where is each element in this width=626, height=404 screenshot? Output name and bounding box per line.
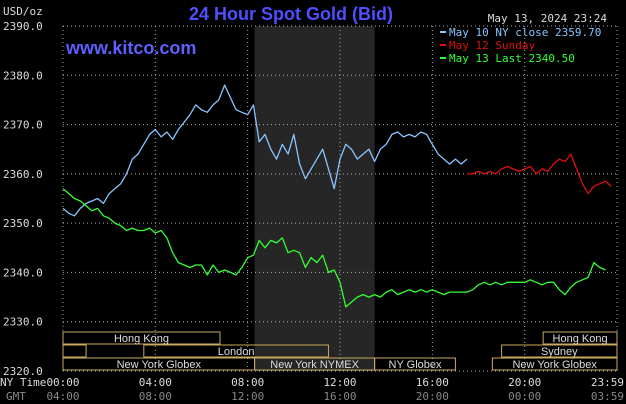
session-label: Sydney [541,346,578,358]
session-bar [374,357,456,371]
x-tick-ny: 08:00 [231,376,264,389]
series-line-may10 [62,84,468,217]
y-tick-label: 2360.0 [3,168,43,181]
session-bar [62,344,87,358]
gmt-label: GMT [6,390,26,403]
x-tick-gmt: 12:00 [231,390,264,403]
price-series [62,84,612,308]
session-label: New York Globex [512,359,597,371]
y-tick-label: 2320.0 [3,365,43,378]
session-label: NY Globex [389,359,442,371]
session-bar [542,331,618,345]
series-line-may12 [467,153,612,195]
legend-label: May 12 Sunday [449,39,535,52]
x-tick-ny: 23:59 [591,376,624,389]
timestamp: May 13, 2024 23:24 [488,12,608,25]
session-label: New York NYMEX [270,359,359,371]
x-tick-gmt: 04:00 [46,390,79,403]
legend-label: May 13 Last 2340.50 [449,52,575,65]
x-tick-ny: 16:00 [416,376,449,389]
x-axis-ticks: 00:0004:0004:0008:0008:0012:0012:0016:00… [46,376,624,403]
x-tick-ny: 12:00 [323,376,356,389]
session-label: New York Globex [117,359,202,371]
y-tick-label: 2340.0 [3,266,43,279]
y-tick-label: 2390.0 [3,20,43,33]
x-tick-ny: 00:00 [46,376,79,389]
x-tick-gmt: 16:00 [323,390,356,403]
x-tick-gmt: 00:00 [508,390,541,403]
chart-title: 24 Hour Spot Gold (Bid) [189,4,393,24]
session-bar [62,331,221,345]
x-tick-gmt: 08:00 [139,390,172,403]
y-axis-ticks: 2390.0 2380.0 2370.0 2360.0 2350.0 2340.0 2330… [3,20,43,378]
series-line-may13 [62,188,606,308]
unit-label: USD/oz [3,5,43,18]
x-tick-ny: 04:00 [139,376,172,389]
y-tick-label: 2370.0 [3,119,43,132]
session-bar [491,357,618,371]
session-bar [143,344,329,358]
gridlines [62,25,618,372]
ny-time-label: NY Time [0,376,46,389]
y-tick-label: 2330.0 [3,316,43,329]
y-tick-label: 2380.0 [3,69,43,82]
x-tick-gmt: 20:00 [416,390,449,403]
y-tick-label: 2350.0 [3,217,43,230]
session-label: Hong Kong [114,333,169,345]
nymex-shaded-region [254,26,375,371]
x-tick-gmt: 03:59 [591,390,624,403]
session-label: London [218,346,255,358]
x-tick-ny: 20:00 [508,376,541,389]
session-label: Hong Kong [553,333,608,345]
legend-label: May 10 NY close 2359.70 [449,26,601,39]
website-label: www.kitco.com [65,38,196,58]
session-bar [501,344,618,358]
